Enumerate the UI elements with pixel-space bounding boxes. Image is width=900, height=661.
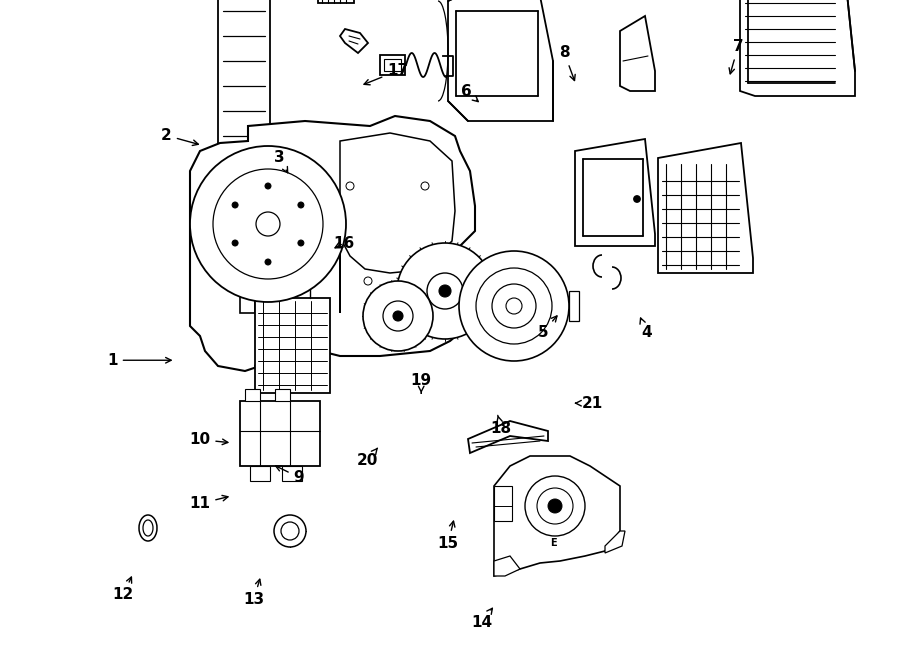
Bar	[282, 466, 302, 481]
Text: 8: 8	[559, 46, 575, 81]
Circle shape	[265, 259, 271, 265]
Bar	[255, 298, 330, 393]
Polygon shape	[340, 133, 455, 313]
Text: 19: 19	[410, 373, 432, 393]
Polygon shape	[190, 116, 475, 371]
Text: 20: 20	[356, 448, 378, 468]
Polygon shape	[494, 456, 620, 576]
Circle shape	[537, 488, 573, 524]
Bar	[275, 389, 290, 401]
Circle shape	[525, 476, 585, 536]
Circle shape	[492, 284, 536, 328]
Text: 12: 12	[112, 577, 134, 602]
Circle shape	[256, 212, 280, 236]
Polygon shape	[218, 0, 270, 181]
Bar	[494, 486, 512, 521]
Bar	[245, 389, 260, 401]
Polygon shape	[740, 0, 855, 96]
Text: 7: 7	[729, 40, 743, 74]
Circle shape	[393, 311, 403, 321]
Text: 18: 18	[491, 415, 512, 436]
Circle shape	[364, 277, 372, 285]
Circle shape	[476, 268, 552, 344]
Bar	[250, 466, 270, 481]
Polygon shape	[658, 143, 753, 273]
Circle shape	[506, 298, 522, 314]
Polygon shape	[494, 556, 520, 576]
Text: 2: 2	[161, 128, 198, 145]
Circle shape	[634, 196, 640, 202]
Circle shape	[427, 273, 463, 309]
Circle shape	[439, 285, 451, 297]
Circle shape	[383, 301, 413, 331]
Circle shape	[548, 499, 562, 513]
Circle shape	[298, 202, 304, 208]
Bar	[240, 401, 320, 466]
Polygon shape	[340, 29, 368, 53]
Circle shape	[232, 202, 239, 208]
Polygon shape	[575, 139, 655, 246]
Text: 16: 16	[333, 236, 355, 251]
Text: 17: 17	[364, 63, 409, 85]
Circle shape	[397, 243, 493, 339]
Text: 5: 5	[537, 316, 557, 340]
Polygon shape	[448, 0, 553, 121]
Circle shape	[232, 240, 239, 246]
Text: 4: 4	[640, 318, 652, 340]
Circle shape	[298, 240, 304, 246]
Bar	[384, 59, 401, 71]
Circle shape	[363, 281, 433, 351]
Polygon shape	[240, 273, 280, 313]
Text: 21: 21	[575, 396, 603, 410]
Text: E: E	[550, 538, 556, 548]
Polygon shape	[569, 291, 579, 321]
Circle shape	[421, 182, 429, 190]
Circle shape	[416, 277, 424, 285]
Text: 15: 15	[437, 521, 459, 551]
Circle shape	[213, 169, 323, 279]
Text: 10: 10	[189, 432, 228, 447]
Bar	[380, 55, 405, 75]
Text: 3: 3	[274, 150, 288, 173]
Text: 11: 11	[189, 495, 228, 511]
Polygon shape	[468, 421, 548, 453]
Polygon shape	[285, 341, 320, 371]
Circle shape	[346, 182, 354, 190]
Text: 6: 6	[461, 84, 478, 102]
Circle shape	[274, 515, 306, 547]
Circle shape	[281, 522, 299, 540]
Text: 14: 14	[471, 608, 492, 630]
Polygon shape	[318, 0, 354, 3]
Circle shape	[190, 146, 346, 302]
Circle shape	[265, 183, 271, 189]
Text: 1: 1	[107, 353, 171, 368]
Text: 9: 9	[275, 466, 304, 485]
Polygon shape	[449, 291, 459, 321]
Polygon shape	[605, 531, 625, 553]
Text: 13: 13	[243, 579, 265, 607]
Polygon shape	[620, 16, 655, 91]
Circle shape	[459, 251, 569, 361]
